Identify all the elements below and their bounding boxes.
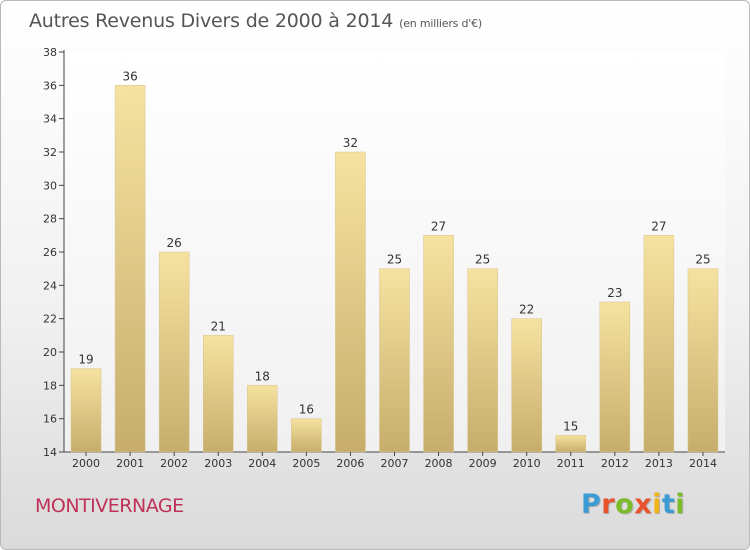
bar xyxy=(423,235,454,453)
bar-value-label: 15 xyxy=(563,419,578,433)
logo-letter: P xyxy=(581,489,602,520)
logo-letter: o xyxy=(615,489,635,520)
logo-letter: i xyxy=(675,489,686,520)
bar-value-label: 36 xyxy=(122,69,137,83)
y-tick-label: 34 xyxy=(43,113,57,126)
y-tick-label: 30 xyxy=(43,179,57,192)
y-tick-label: 22 xyxy=(43,313,57,326)
logo-letter: x xyxy=(634,489,653,520)
x-tick-label: 2009 xyxy=(469,457,497,470)
x-tick-label: 2001 xyxy=(116,457,144,470)
y-tick-label: 14 xyxy=(43,446,57,459)
bar xyxy=(247,385,278,453)
commune-name: MONTIVERNAGE xyxy=(35,495,184,517)
bar xyxy=(687,268,719,453)
bar xyxy=(643,235,675,453)
bar xyxy=(158,251,190,453)
logo-letter: r xyxy=(601,489,616,520)
bar xyxy=(379,268,410,453)
bar-value-label: 27 xyxy=(431,219,446,233)
bar-value-label: 21 xyxy=(211,319,226,333)
bar-value-label: 27 xyxy=(651,219,666,233)
y-tick-label: 38 xyxy=(43,46,57,59)
x-tick-label: 2005 xyxy=(292,457,320,470)
x-tick-label: 2012 xyxy=(601,457,629,470)
x-tick-label: 2004 xyxy=(248,457,276,470)
y-tick-label: 18 xyxy=(43,379,57,392)
y-tick-label: 16 xyxy=(43,413,57,426)
x-tick-label: 2011 xyxy=(557,457,585,470)
x-tick-label: 2013 xyxy=(645,457,673,470)
bar xyxy=(599,301,631,453)
plot-area: 14 16 18 20 22 24 26 28 30 32 34 36 38 19 2000 36 2001 26… xyxy=(43,46,725,470)
bar xyxy=(335,151,366,453)
bar xyxy=(70,368,102,453)
y-tick-label: 36 xyxy=(43,79,57,92)
x-tick-label: 2002 xyxy=(160,457,188,470)
chart-subtitle: (en milliers d'€) xyxy=(399,17,483,30)
bar xyxy=(291,418,322,453)
logo-letter: i xyxy=(652,489,662,520)
bar xyxy=(114,85,146,453)
bar-value-label: 25 xyxy=(475,253,490,267)
proxiti-logo: Proxiti xyxy=(581,489,685,520)
logo-letter: t xyxy=(661,489,676,520)
x-tick-label: 2007 xyxy=(381,457,409,470)
bar-value-label: 23 xyxy=(607,286,622,300)
bar-value-label: 32 xyxy=(343,136,358,150)
bar-value-label: 22 xyxy=(519,303,534,317)
bar-value-label: 25 xyxy=(387,253,402,267)
bar xyxy=(202,335,234,453)
x-tick-label: 2008 xyxy=(425,457,453,470)
y-tick-label: 32 xyxy=(43,146,57,159)
x-tick-label: 2000 xyxy=(72,457,100,470)
y-tick-label: 20 xyxy=(43,346,57,359)
chart-title-text: Autres Revenus Divers de 2000 à 2014 xyxy=(29,10,394,32)
x-tick-label: 2003 xyxy=(204,457,232,470)
y-tick-label: 26 xyxy=(43,246,57,259)
x-tick-label: 2010 xyxy=(513,457,541,470)
y-tick-label: 28 xyxy=(43,213,57,226)
bar-value-label: 19 xyxy=(78,353,93,367)
bar-value-label: 26 xyxy=(167,236,182,250)
bar-value-label: 25 xyxy=(695,253,710,267)
chart-title: Autres Revenus Divers de 2000 à 2014 (en … xyxy=(29,10,482,32)
y-tick-label: 24 xyxy=(43,279,57,292)
bar xyxy=(467,268,498,453)
bar xyxy=(511,318,542,453)
x-tick-label: 2006 xyxy=(336,457,364,470)
x-tick-label: 2014 xyxy=(689,457,717,470)
bar-value-label: 18 xyxy=(255,369,270,383)
bar xyxy=(555,435,587,453)
bar-value-label: 16 xyxy=(299,403,314,417)
